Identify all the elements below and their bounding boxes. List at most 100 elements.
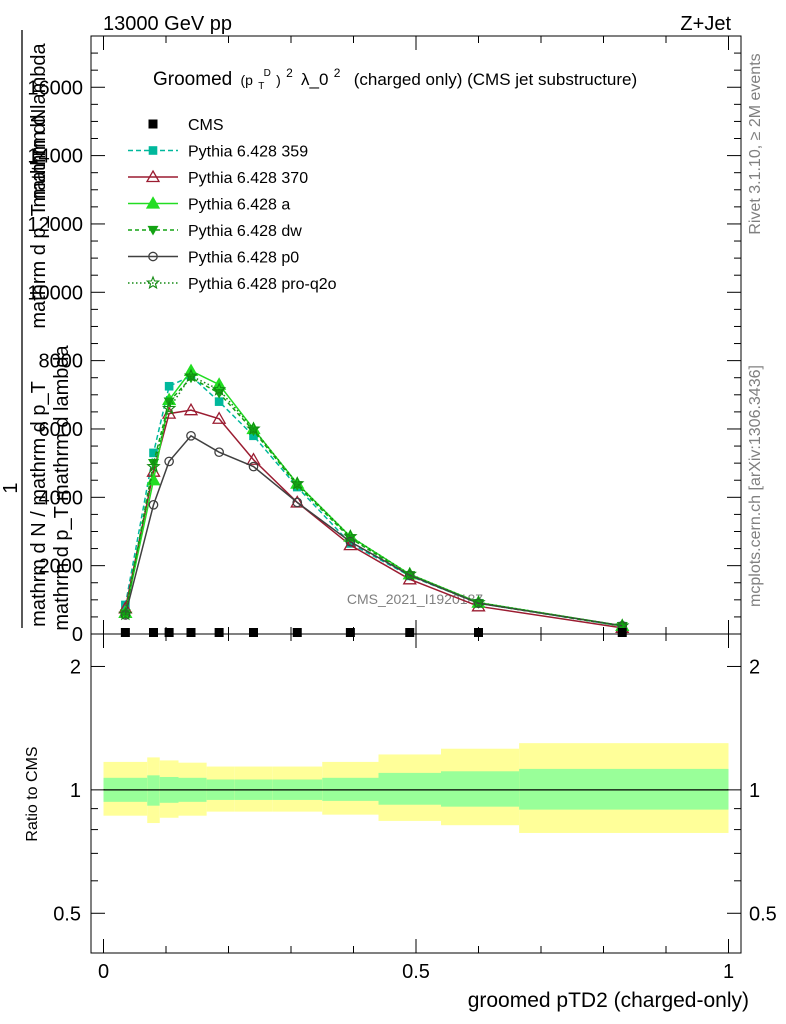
data-point [249, 628, 258, 637]
series-point [343, 529, 358, 543]
series-point [149, 448, 158, 458]
series-point [183, 402, 199, 416]
series-point [616, 622, 628, 632]
series-point [186, 430, 196, 441]
data-point [405, 628, 415, 637]
x-tick-label: 0.5 [402, 961, 430, 983]
title-groomed: Groomed [153, 69, 232, 90]
y-tick-label: 10000 [27, 282, 83, 304]
series-point [402, 566, 417, 581]
series-point [246, 452, 261, 465]
legend-label: Pythia 6.428 370 [188, 170, 308, 187]
data-point [292, 628, 302, 637]
y-label-one: 1 [0, 482, 22, 493]
series-point [161, 400, 177, 415]
data-point [149, 628, 158, 637]
data-point [186, 628, 196, 637]
legend-entry: Pythia 6.428 a [128, 196, 290, 214]
series-point [214, 447, 224, 458]
data-point [164, 628, 174, 637]
ratio-y-tick-labels: 0.5 0.5 1 1 2 2 [53, 656, 777, 925]
ratio-y-tick-label-left: 0.5 [53, 903, 81, 925]
rivet-label: Rivet 3.1.10, ≥ 2M events [747, 53, 764, 234]
y-tick-label: 2000 [39, 556, 84, 578]
legend: CMS Pythia 6.428 359 Pythia 6.428 370 Pythi… [128, 117, 337, 293]
series-line [124, 369, 623, 627]
ratio-y-tick-label-right: 0.5 [749, 903, 777, 925]
legend-label: Pythia 6.428 pro-q2o [188, 276, 337, 293]
title-lambda-square: 2 [334, 66, 341, 80]
title-p-sup: D [264, 68, 271, 79]
ratio-bands-layer [103, 743, 729, 833]
main-series-layer [118, 363, 630, 637]
title-rest: (charged only) (CMS jet substructure) [354, 70, 637, 89]
series-line [124, 434, 623, 627]
series-point [183, 368, 199, 383]
series-5 [118, 368, 630, 632]
plot-title: Groomed (p T D ) 2 λ_0 2 (charged only) … [153, 60, 637, 94]
analysis-watermark: CMS_2021_I1920187 [347, 591, 483, 607]
legend-marker [148, 146, 158, 155]
series-point [473, 598, 484, 609]
mcplots-label: mcplots.cern.ch [arXiv:1306.3436] [747, 365, 764, 607]
y-tick-label: 6000 [39, 419, 84, 441]
legend-entry: Pythia 6.428 dw [128, 223, 302, 240]
ratio-inner-band [147, 775, 160, 806]
main-y-tick-labels: 0 2000 4000 6000 8000 10000 12000 14000 16000 [27, 77, 83, 646]
ratio-y-axis-label: Ratio to CMS [24, 746, 41, 841]
series-point [211, 382, 227, 396]
legend-entry: Pythia 6.428 p0 [128, 250, 299, 267]
series-point [345, 536, 356, 547]
main-y-axis-label: 1 mathrm dN mathrm d N / mathrm d p_T ma… [0, 30, 73, 631]
series-line [124, 376, 623, 627]
legend-label: Pythia 6.428 dw [188, 223, 302, 240]
series-point [248, 461, 259, 472]
y-label-denominator: mathrm d N / mathrm d p_T [28, 381, 50, 627]
legend-entry: CMS [148, 117, 224, 134]
series-point [164, 456, 174, 467]
title-lambda: λ_0 [301, 70, 328, 89]
legend-entry: Pythia 6.428 pro-q2o [128, 275, 337, 293]
series-point [118, 606, 133, 621]
title-close: ) [276, 72, 281, 88]
series-point [146, 459, 161, 473]
series-point [120, 610, 131, 620]
legend-marker [148, 119, 158, 129]
legend-marker [145, 275, 161, 290]
series-point [212, 411, 227, 424]
y-tick-label: 12000 [27, 214, 83, 236]
series-line [124, 409, 623, 629]
header-collision: 13000 GeV pp [103, 13, 232, 35]
header-process: Z+Jet [680, 13, 731, 35]
legend-label: Pythia 6.428 359 [188, 144, 308, 161]
legend-entry: Pythia 6.428 359 [128, 144, 308, 161]
series-line [124, 375, 623, 627]
ratio-y-tick-label-right: 1 [749, 780, 760, 802]
y-tick-label: 0 [72, 624, 83, 646]
y-tick-label: 14000 [27, 146, 83, 168]
data-point [345, 628, 355, 637]
ratio-axis-ticks [91, 634, 741, 953]
ratio-inner-band [441, 771, 520, 807]
legend-label: Pythia 6.428 a [188, 197, 290, 214]
y-tick-label: 16000 [27, 77, 83, 99]
x-axis-label: groomed pTD2 (charged-only) [468, 989, 749, 1012]
title-p-sub: T [258, 81, 264, 92]
x-tick-label: 0 [98, 961, 109, 983]
y-label-denominator-full: mathrm d p_T mathrm d lambda [51, 344, 73, 630]
data-point [214, 628, 224, 637]
y-label-numerator: mathrm dN [28, 109, 50, 208]
legend-marker [145, 196, 161, 209]
ratio-inner-band [519, 768, 729, 810]
series-point [148, 499, 159, 510]
series-point [471, 595, 486, 609]
ratio-y-tick-label-left: 1 [70, 780, 81, 802]
legend-marker [145, 169, 161, 183]
ratio-inner-band [378, 772, 441, 805]
data-series [120, 628, 627, 637]
legend-marker [148, 251, 158, 262]
series-point [292, 497, 303, 508]
x-tick-labels: 0 0.5 1 [98, 961, 734, 983]
legend-marker [147, 225, 159, 236]
